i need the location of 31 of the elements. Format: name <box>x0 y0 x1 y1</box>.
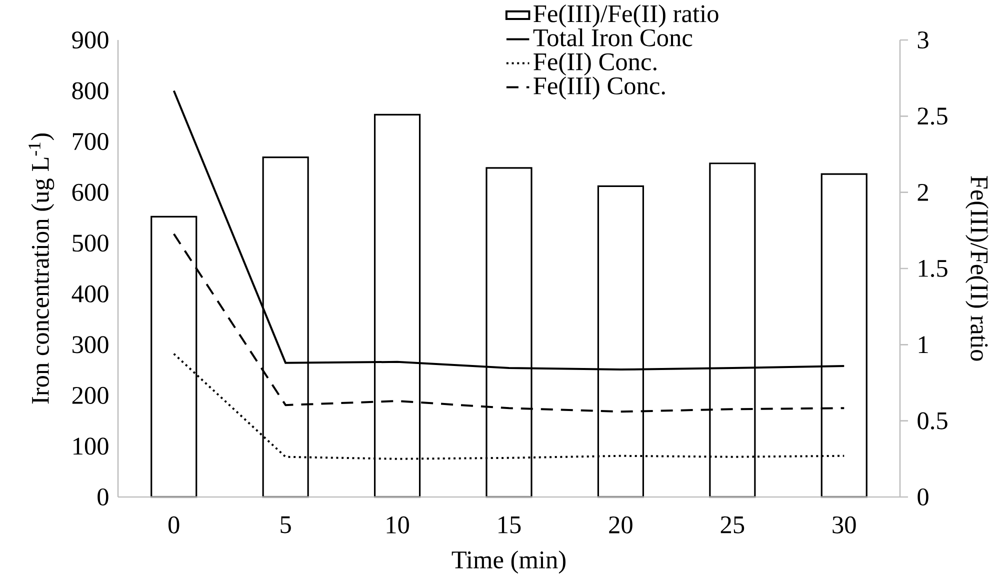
y-tick-label: 600 <box>72 184 108 201</box>
y-axis-title: Iron concentration (ug L$^{-1}$) <box>28 134 54 404</box>
y-tick-label: 500 <box>72 234 108 252</box>
y2-axis-title: Fe(III)/Fe(II) ratio <box>966 176 988 361</box>
y2-tick-label: 3 <box>918 31 928 49</box>
legend-label: Fe(II) Conc. <box>534 52 656 76</box>
x-tick-label: 20 <box>609 516 632 534</box>
y2-tick-label: 0 <box>918 488 928 506</box>
legend-label: Fe(III)/Fe(II) ratio <box>534 4 718 28</box>
y2-tick-label: 2.5 <box>918 108 948 125</box>
y-tick-label: 800 <box>72 82 108 100</box>
x-tick-label: 10 <box>386 516 409 534</box>
y-tick-label: 200 <box>72 386 108 404</box>
legend-label: Total Iron Conc <box>533 28 692 46</box>
y-tick-label: 400 <box>72 285 108 302</box>
y2-tick-label: 1 <box>918 336 928 354</box>
y-tick-label: 0 <box>98 488 108 506</box>
y-tick-label: 700 <box>72 133 108 150</box>
x-axis-title: Time (min) <box>452 550 566 574</box>
y-tick-label: 300 <box>72 336 108 354</box>
y2-tick-label: 0.5 <box>918 412 948 430</box>
legend-label: Fe(III) Conc. <box>534 76 665 100</box>
x-tick-label: 25 <box>720 516 744 534</box>
y2-tick-label: 1.5 <box>918 260 948 278</box>
x-tick-label: 5 <box>280 516 291 534</box>
x-tick-label: 15 <box>498 516 521 534</box>
x-tick-label: 30 <box>832 516 856 534</box>
y2-tick-label: 2 <box>918 184 928 201</box>
x-tick-label: 0 <box>168 516 180 534</box>
y-tick-label: 900 <box>72 31 108 49</box>
y-tick-label: 100 <box>74 438 108 455</box>
